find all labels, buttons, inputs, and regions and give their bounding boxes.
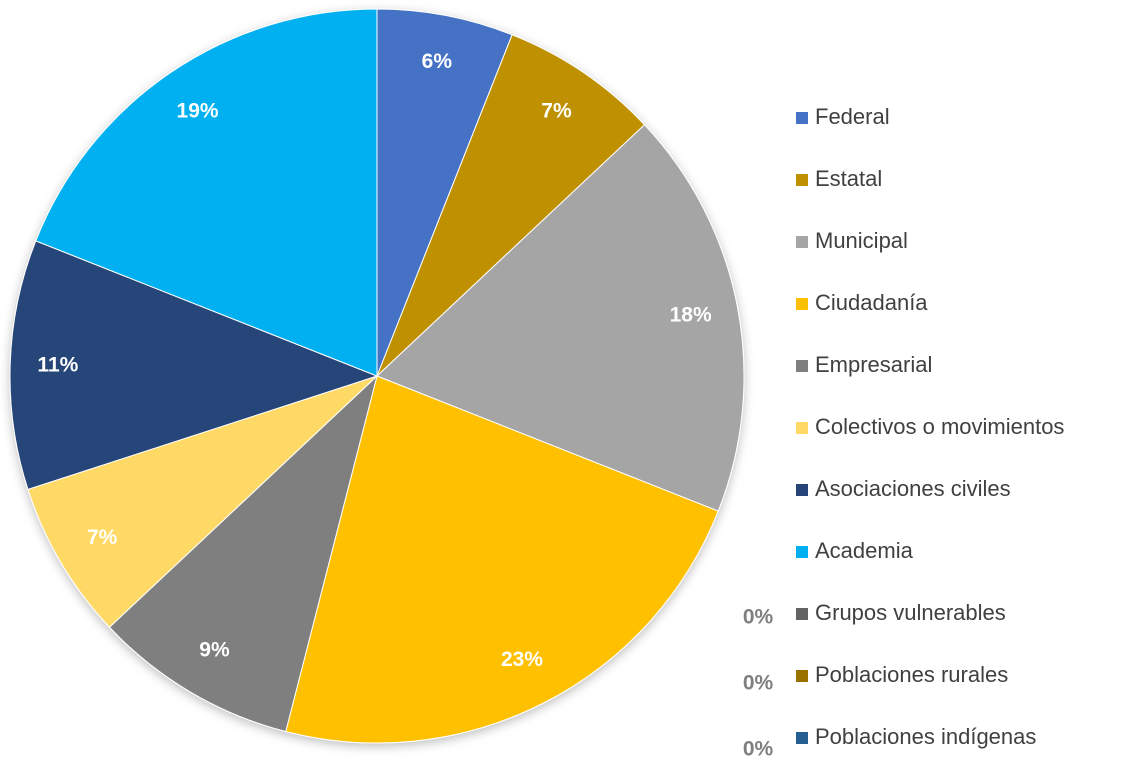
legend-swatch	[796, 298, 808, 310]
legend-label: Asociaciones civiles	[815, 476, 1011, 501]
data-label: 7%	[541, 99, 572, 122]
legend-swatch	[796, 360, 808, 372]
legend-label: Poblaciones indígenas	[815, 724, 1036, 749]
legend-label: Poblaciones rurales	[815, 662, 1008, 687]
legend-label: Ciudadanía	[815, 290, 928, 315]
legend-swatch	[796, 608, 808, 620]
data-label: 0%	[743, 672, 774, 695]
legend-swatch	[796, 484, 808, 496]
legend-swatch	[796, 732, 808, 744]
legend-label: Empresarial	[815, 352, 932, 377]
data-label: 0%	[743, 738, 774, 760]
legend-label: Federal	[815, 104, 890, 129]
data-label: 6%	[422, 50, 453, 73]
legend-swatch	[796, 236, 808, 248]
slice	[27, 375, 378, 628]
slice	[376, 124, 745, 512]
legend-label: Academia	[815, 538, 914, 563]
legend-label: Municipal	[815, 228, 908, 253]
slice	[376, 8, 513, 377]
legend-label: Grupos vulnerables	[815, 600, 1006, 625]
legend-swatch	[796, 670, 808, 682]
slice	[35, 8, 378, 377]
data-label: 23%	[501, 648, 543, 671]
data-label: 9%	[199, 638, 230, 661]
data-label: 11%	[37, 354, 78, 377]
slice	[376, 34, 646, 377]
data-label: 7%	[87, 526, 118, 549]
slice	[108, 374, 378, 733]
legend-label: Estatal	[815, 166, 882, 191]
data-label: 18%	[670, 304, 712, 327]
pie	[9, 8, 745, 744]
slice	[285, 375, 719, 744]
legend-swatch	[796, 422, 808, 434]
slice	[9, 240, 379, 491]
data-label: 0%	[743, 606, 774, 629]
legend-swatch	[796, 546, 808, 558]
legend-label: Colectivos o movimientos	[815, 414, 1064, 439]
legend-swatch	[796, 112, 808, 124]
legend-swatch	[796, 174, 808, 186]
data-label: 19%	[177, 99, 219, 122]
